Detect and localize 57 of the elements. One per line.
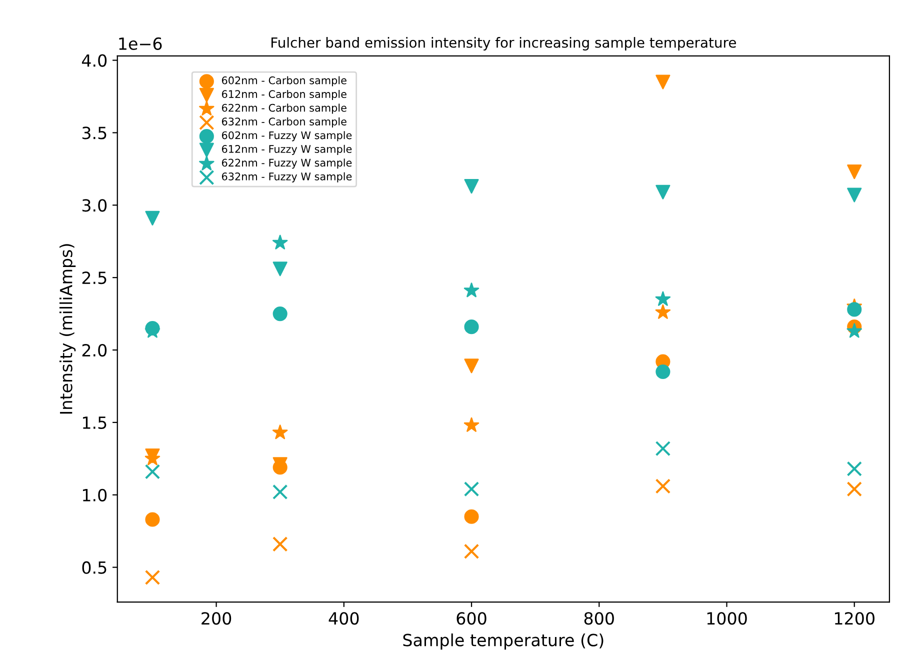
y-tick-label: 1.5 (82, 416, 106, 430)
legend-label: 622nm - Fuzzy W sample (222, 158, 352, 169)
y-tick-label: 3.0 (82, 199, 107, 212)
point (847, 188, 862, 202)
point (847, 164, 862, 180)
point (144, 570, 160, 586)
point (655, 304, 671, 319)
x-axis-title: Sample temperature (C) (403, 633, 604, 650)
x-tick-label: 600 (456, 612, 486, 625)
point (272, 234, 288, 250)
point (272, 424, 288, 440)
point (846, 481, 862, 497)
point (464, 544, 480, 559)
point (464, 179, 479, 194)
legend-label: 622nm - Carbon sample (222, 104, 346, 114)
legend-label: 632nm - Fuzzy W sample (222, 172, 352, 182)
point (656, 74, 670, 90)
point (464, 481, 480, 497)
point (656, 364, 670, 380)
x-tick-label: 200 (202, 612, 232, 625)
point (464, 358, 479, 374)
y-tick-label: 4.0 (82, 54, 107, 67)
point (464, 509, 479, 524)
y-axis-title: Intensity (milliAmps) (59, 244, 76, 414)
point (464, 320, 479, 334)
point (145, 512, 160, 527)
legend-label: 612nm - Carbon sample (222, 90, 346, 100)
point (847, 302, 862, 317)
point (655, 440, 671, 456)
y-tick-label: 2.5 (82, 272, 106, 284)
point (272, 262, 288, 276)
point (145, 210, 160, 226)
legend-label: 612nm - Fuzzy W sample (222, 144, 352, 155)
point (464, 417, 480, 432)
point (846, 323, 862, 338)
point (272, 306, 288, 322)
y-tick-label: 3.5 (82, 126, 106, 140)
y-tick-label: 2.0 (82, 344, 107, 357)
x-tick-label: 400 (328, 612, 359, 625)
point (655, 291, 671, 306)
text: 1e−6 (119, 37, 162, 50)
legend-label: 602nm - Fuzzy W sample (222, 131, 352, 142)
legend-label: 632nm - Carbon sample (222, 117, 346, 128)
y-tick-label: 1.0 (82, 488, 107, 502)
point (272, 484, 288, 500)
point (846, 461, 862, 476)
x-tick-label: 1000 (707, 612, 747, 625)
legend-label: 602nm - Carbon sample (222, 76, 346, 86)
point (272, 536, 288, 552)
point (464, 282, 480, 298)
point (656, 184, 670, 200)
point (655, 478, 671, 494)
chart-title: Fulcher band emission intensity for increasing sample temperature (272, 37, 736, 50)
x-tick-label: 800 (584, 612, 614, 625)
y-tick-label: 0.5 (82, 561, 106, 574)
x-tick-label: 1200 (834, 612, 874, 625)
point (144, 464, 160, 480)
